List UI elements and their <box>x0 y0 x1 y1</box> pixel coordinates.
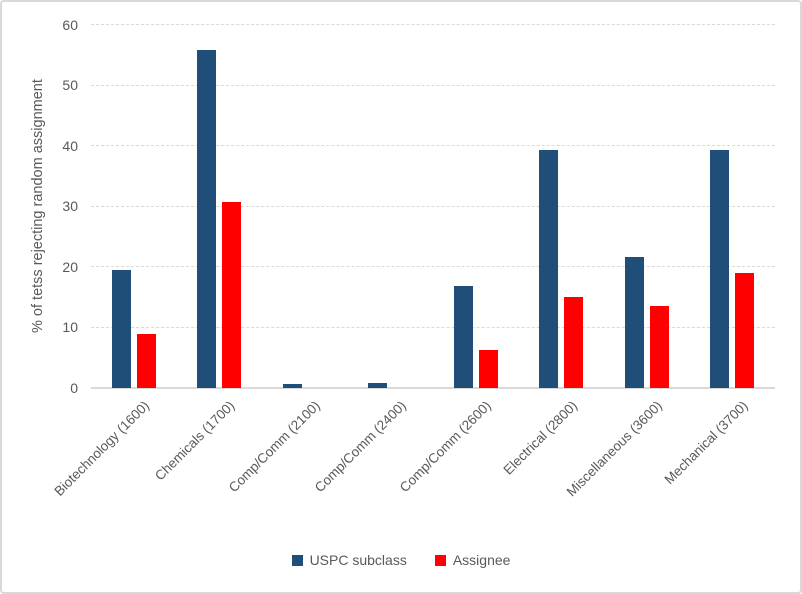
plot-area <box>91 24 776 389</box>
bar-uspc-subclass <box>710 149 730 388</box>
bar-group <box>177 25 263 388</box>
x-axis-label: Electrical (2800) <box>500 398 580 478</box>
bar-uspc-subclass <box>539 149 559 388</box>
gridline <box>91 145 775 146</box>
gridline <box>91 326 775 328</box>
y-axis-tick-label: 40 <box>62 137 78 154</box>
legend-label: USPC subclass <box>309 552 407 568</box>
bar-uspc-subclass <box>453 286 473 388</box>
x-axis-label: Miscellaneous (3600) <box>564 398 666 500</box>
gridline <box>91 266 775 267</box>
bar-assignee <box>222 201 242 388</box>
bar-assignee <box>649 306 669 388</box>
x-axis-label: Chemicals (1700) <box>152 398 238 484</box>
bar-group <box>519 25 605 388</box>
legend: USPC subclass Assignee <box>2 552 800 568</box>
bar-group <box>690 25 776 388</box>
bar-uspc-subclass <box>111 270 131 388</box>
bar-group <box>604 25 690 388</box>
x-axis-label: Biotechnology (1600) <box>51 398 153 499</box>
legend-label: Assignee <box>452 552 511 568</box>
x-axis-label: Comp/Comm (2400) <box>311 398 409 496</box>
legend-swatch <box>291 554 303 566</box>
y-axis-tick-label: 30 <box>62 198 78 214</box>
bar-assignee <box>136 333 156 388</box>
legend-swatch <box>434 554 446 566</box>
bar-assignee <box>564 297 584 388</box>
bar-uspc-subclass <box>282 383 302 388</box>
bar-group <box>262 25 348 388</box>
gridline <box>91 205 775 207</box>
bar-assignee <box>735 273 755 388</box>
bar-group <box>348 25 434 388</box>
legend-item: USPC subclass <box>291 552 407 568</box>
x-axis-label: Comp/Comm (2600) <box>397 398 495 496</box>
bar-uspc-subclass <box>624 256 644 388</box>
gridline <box>91 84 775 86</box>
bar-uspc-subclass <box>197 50 217 388</box>
y-axis-tick-label: 20 <box>62 258 78 275</box>
y-axis-tick-label: 50 <box>62 77 78 93</box>
y-axis-tick-label: 10 <box>62 319 78 335</box>
bar-group <box>91 25 177 388</box>
gridline <box>91 24 775 25</box>
x-axis-line <box>91 387 775 389</box>
bar-uspc-subclass <box>368 383 388 388</box>
y-axis-tick-label: 60 <box>62 16 78 33</box>
x-axis-label: Comp/Comm (2100) <box>226 398 324 496</box>
y-axis-tick-label: 0 <box>70 379 78 396</box>
bar-assignee <box>478 349 498 388</box>
legend-item: Assignee <box>434 552 511 568</box>
x-axis-label: Mechanical (3700) <box>661 398 751 488</box>
bar-group <box>433 25 519 388</box>
